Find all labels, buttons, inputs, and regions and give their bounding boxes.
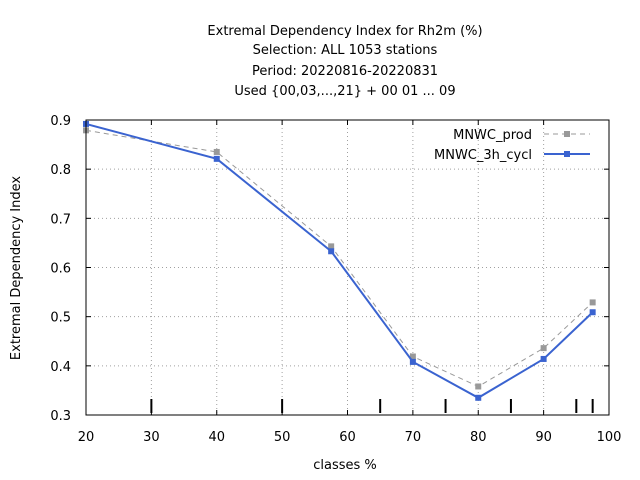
x-tick-label: 60 <box>339 430 356 445</box>
bottom-markers <box>150 399 594 413</box>
y-tick-label: 0.6 <box>50 262 71 277</box>
data-point <box>475 383 482 390</box>
y-tick-label: 0.5 <box>50 311 71 326</box>
data-point <box>540 345 547 352</box>
y-axis: 0.3 0.4 0.5 0.6 0.7 0.8 0.9 <box>50 114 609 424</box>
legend: MNWC_prod MNWC_3h_cycl <box>434 128 590 163</box>
plot-frame <box>85 119 610 416</box>
x-tick-label: 20 <box>78 430 95 445</box>
data-point <box>589 299 596 306</box>
title-line-1: Extremal Dependency Index for Rh2m (%) <box>207 24 482 39</box>
y-tick-label: 0.9 <box>50 114 71 129</box>
title-line-2: Selection: ALL 1053 stations <box>253 43 438 58</box>
x-tick-label: 40 <box>208 430 225 445</box>
x-tick-label: 30 <box>143 430 160 445</box>
y-tick-label: 0.3 <box>50 409 71 424</box>
title-line-3: Period: 20220816-20220831 <box>252 64 438 79</box>
legend-marker-1 <box>564 131 570 137</box>
legend-label-1: MNWC_prod <box>453 128 532 143</box>
data-point <box>213 148 220 155</box>
data-point <box>589 309 596 316</box>
x-tick-label: 80 <box>470 430 487 445</box>
title-line-4: Used {00,03,...,21} + 00 01 ... 09 <box>234 84 455 99</box>
series-line-1 <box>85 129 593 388</box>
data-point <box>328 243 335 250</box>
series-line-2 <box>85 122 594 399</box>
legend-label-2: MNWC_3h_cycl <box>434 148 532 163</box>
x-axis: 20 30 40 50 60 70 80 90 100 <box>78 120 622 445</box>
x-axis-label: classes % <box>313 458 377 473</box>
x-tick-label: 50 <box>274 430 291 445</box>
y-tick-label: 0.7 <box>50 212 71 227</box>
data-point <box>409 353 416 360</box>
legend-marker-2 <box>564 151 570 157</box>
data-point <box>475 394 482 401</box>
chart-title: Extremal Dependency Index for Rh2m (%) S… <box>207 24 482 99</box>
y-axis-label: Extremal Dependency Index <box>9 176 24 360</box>
y-tick-label: 0.4 <box>50 360 71 375</box>
grid <box>86 120 609 415</box>
x-tick-label: 90 <box>535 430 552 445</box>
data-point <box>409 358 416 365</box>
data-point <box>213 155 220 162</box>
y-tick-label: 0.8 <box>50 163 71 178</box>
x-tick-label: 70 <box>405 430 422 445</box>
data-point <box>540 355 547 362</box>
x-tick-label: 100 <box>597 430 622 445</box>
data-point <box>328 248 335 255</box>
